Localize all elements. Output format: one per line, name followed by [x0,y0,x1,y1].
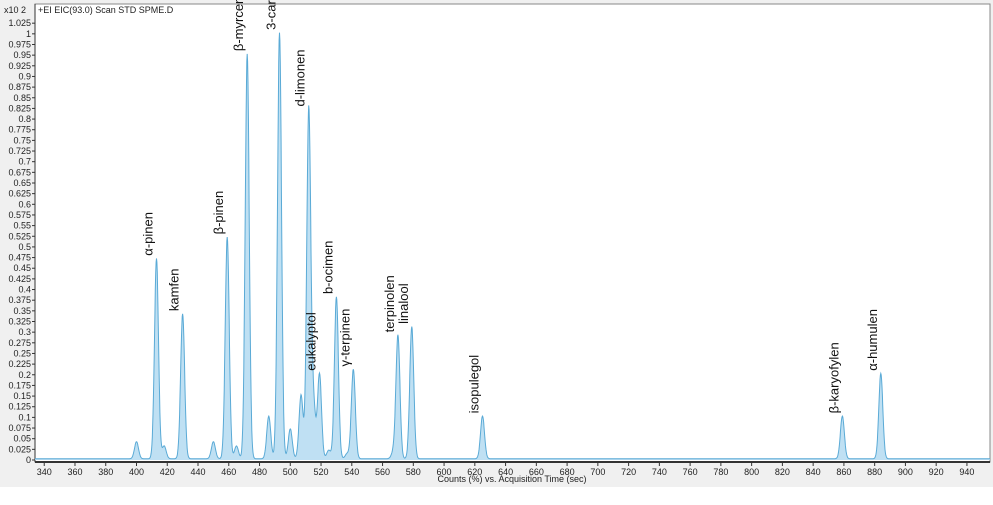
y-tick-label: 0.05 [13,434,31,444]
x-tick-label: 360 [67,467,82,477]
x-tick-label: 420 [160,467,175,477]
x-tick-label: 380 [98,467,113,477]
peak-label: 3-caren [264,0,279,30]
y-tick-label: 0.825 [8,103,31,113]
y-tick-label: 0.15 [13,391,31,401]
y-tick-label: 0.55 [13,221,31,231]
x-tick-label: 540 [344,467,359,477]
plot-area [34,3,991,463]
y-tick-label: 0.375 [8,295,31,305]
y-tick-label: 0.5 [18,242,31,252]
y-tick-label: 0.4 [18,285,31,295]
y-tick-label: 0.85 [13,93,31,103]
y-tick-label: 0.65 [13,178,31,188]
y-tick-label: 0.875 [8,82,31,92]
y-tick-label: 0.325 [8,316,31,326]
y-tick-label: 0.2 [18,370,31,380]
y-tick-label: 0.7 [18,157,31,167]
y-tick-label: 1 [26,29,31,39]
x-tick-label: 740 [652,467,667,477]
x-tick-label: 500 [283,467,298,477]
x-tick-label: 340 [37,467,52,477]
y-tick-label: 0.75 [13,135,31,145]
x-tick-label: 400 [129,467,144,477]
y-tick-label: 0.925 [8,61,31,71]
chromatogram-line [35,32,990,460]
x-tick-label: 720 [621,467,636,477]
x-tick-label: 920 [929,467,944,477]
x-tick-label: 560 [375,467,390,477]
x-axis-label: Counts (%) vs. Acquisition Time (sec) [437,474,586,484]
x-tick-label: 660 [529,467,544,477]
y-tick-label: 0.525 [8,231,31,241]
x-tick-label: 460 [221,467,236,477]
peak-label: β-myrcen [231,0,246,51]
x-tick-label: 620 [467,467,482,477]
y-tick-label: 0.725 [8,146,31,156]
x-tick-label: 700 [590,467,605,477]
y-tick-label: 0.275 [8,338,31,348]
peak-label: α-pinen [140,212,155,256]
y-exponent: x10 2 [4,5,26,15]
y-tick-label: 0.675 [8,167,31,177]
peak-label: α-humulen [865,309,880,371]
chart-title: +EI EIC(93.0) Scan STD SPME.D [38,5,174,15]
y-tick-label: 0.475 [8,253,31,263]
peak-label: isopulegol [467,355,482,414]
x-tick-label: 860 [836,467,851,477]
x-tick-label: 900 [898,467,913,477]
y-tick-label: 1.025 [8,18,31,28]
x-tick-label: 780 [713,467,728,477]
x-tick-label: 600 [437,467,452,477]
x-tick-label: 580 [406,467,421,477]
y-tick-label: 0.575 [8,210,31,220]
y-tick-label: 0.35 [13,306,31,316]
y-tick-label: 0.1 [18,412,31,422]
x-tick-label: 640 [498,467,513,477]
y-tick-label: 0.075 [8,423,31,433]
x-tick-label: 880 [867,467,882,477]
peak-label: β-pinen [211,191,226,235]
x-tick-label: 440 [190,467,205,477]
peak-label: d-limonen [293,49,308,106]
y-tick-label: 0.95 [13,50,31,60]
y-tick-label: 0 [26,455,31,465]
y-tick-label: 0.6 [18,199,31,209]
y-tick-label: 0.8 [18,114,31,124]
y-tick-label: 0.425 [8,274,31,284]
peak-label: b-ocimen [320,241,335,294]
x-tick-label: 820 [775,467,790,477]
peak-label: linalool [396,283,411,324]
y-tick-label: 0.625 [8,189,31,199]
x-tick-label: 520 [314,467,329,477]
y-tick-label: 0.3 [18,327,31,337]
peak-label: β-karyofylen [826,342,841,413]
y-tick-label: 0.9 [18,71,31,81]
y-tick-label: 0.975 [8,39,31,49]
y-tick-label: 0.025 [8,444,31,454]
x-tick-label: 800 [744,467,759,477]
y-tick-label: 0.225 [8,359,31,369]
y-tick-label: 0.775 [8,125,31,135]
peak-label: kamfen [167,268,182,311]
x-tick-label: 480 [252,467,267,477]
y-tick-label: 0.45 [13,263,31,273]
x-tick-label: 940 [959,467,974,477]
x-tick-label: 840 [806,467,821,477]
y-tick-label: 0.25 [13,348,31,358]
peak-label: terpinolen [382,275,397,332]
y-tick-label: 0.175 [8,380,31,390]
y-tick-label: 0.125 [8,402,31,412]
peak-label: γ-terpinen [337,309,352,367]
x-tick-label: 680 [560,467,575,477]
peak-label: eukalyptol [304,312,319,371]
x-tick-label: 760 [683,467,698,477]
